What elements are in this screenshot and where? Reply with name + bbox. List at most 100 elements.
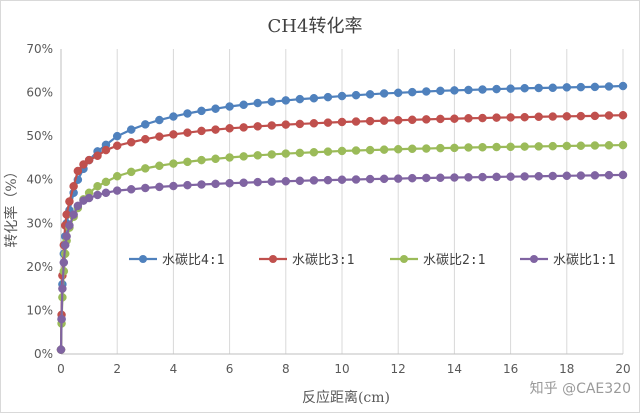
data-point [323,92,333,102]
y-tick-label: 30% [26,216,53,230]
data-point [478,172,487,182]
data-point [492,142,501,152]
data-point [169,181,178,191]
data-point [506,142,515,152]
data-point [590,171,600,180]
data-point [450,114,459,123]
data-point [281,120,291,129]
data-point [464,85,473,95]
data-point [93,190,102,200]
data-point [506,113,515,122]
legend-item: 水碳比4:1 [129,253,224,268]
data-point [422,87,431,96]
data-point [478,143,487,152]
data-point [127,185,136,194]
x-tick-label: 18 [559,362,574,376]
x-tick-label: 8 [282,362,290,376]
data-point [436,173,445,183]
data-point [618,81,628,91]
data-point [69,182,78,191]
data-point [520,112,529,122]
data-point [141,164,150,173]
data-point [520,172,529,181]
data-point [365,174,375,184]
data-point [225,102,234,111]
x-tick-label: 2 [113,362,121,376]
data-point [562,141,572,151]
data-point [93,182,102,191]
data-point [197,155,206,165]
data-point [211,179,220,189]
x-tick-label: 10 [334,362,349,376]
data-point [267,97,276,106]
y-tick-label: 20% [26,260,53,274]
y-axis-title: 转化率（%） [3,164,20,247]
legend-swatch-marker [400,255,408,263]
data-point [450,173,459,182]
data-point [604,170,614,180]
y-tick-label: 40% [26,173,53,187]
data-point [211,154,220,164]
x-tick-label: 14 [447,362,462,376]
data-point [141,183,150,193]
data-point [281,96,291,105]
x-tick-label: 12 [391,362,406,376]
data-point [379,174,389,184]
legend-label: 水碳比4:1 [162,253,224,268]
data-point [183,109,192,118]
data-point [295,94,305,104]
x-tick-label: 16 [503,362,518,376]
data-point [169,112,178,121]
data-point [155,161,164,171]
data-point [506,84,515,93]
x-tick-label: 20 [615,362,630,376]
data-point [548,83,557,93]
legend-swatch-marker [269,255,277,263]
data-point [295,119,305,129]
data-point [337,175,347,184]
data-point [393,88,403,98]
data-point [155,115,164,125]
data-point [65,221,74,230]
legend-label: 水碳比2:1 [423,253,485,268]
data-point [323,175,333,185]
data-point [253,122,262,131]
data-point [576,141,586,150]
data-point [253,98,262,108]
data-point [576,111,586,121]
data-point [337,91,347,101]
data-point [422,115,431,124]
data-point [155,132,164,141]
data-point [618,170,628,180]
y-tick-label: 70% [26,42,53,56]
data-point [197,126,206,136]
data-point [450,86,459,95]
data-point [73,201,83,211]
data-point [351,90,361,100]
data-point [155,182,164,192]
y-tick-label: 60% [26,86,53,100]
data-point [59,258,69,267]
data-point [393,144,403,154]
data-point [239,152,248,161]
data-point [365,145,375,155]
data-point [562,112,572,121]
data-point [112,141,122,150]
data-point [295,176,305,186]
data-point [169,159,178,168]
legend-swatch-marker [139,255,147,263]
data-point [127,125,136,134]
x-tick-label: 6 [226,362,234,376]
data-point [393,115,403,125]
data-point [548,141,557,151]
data-point [309,148,319,157]
data-point [464,173,473,182]
data-point [267,121,276,130]
data-point [79,160,88,169]
data-point [65,197,74,206]
data-point [183,128,192,137]
data-point [141,120,150,129]
data-point [225,153,234,162]
data-point [436,86,445,96]
